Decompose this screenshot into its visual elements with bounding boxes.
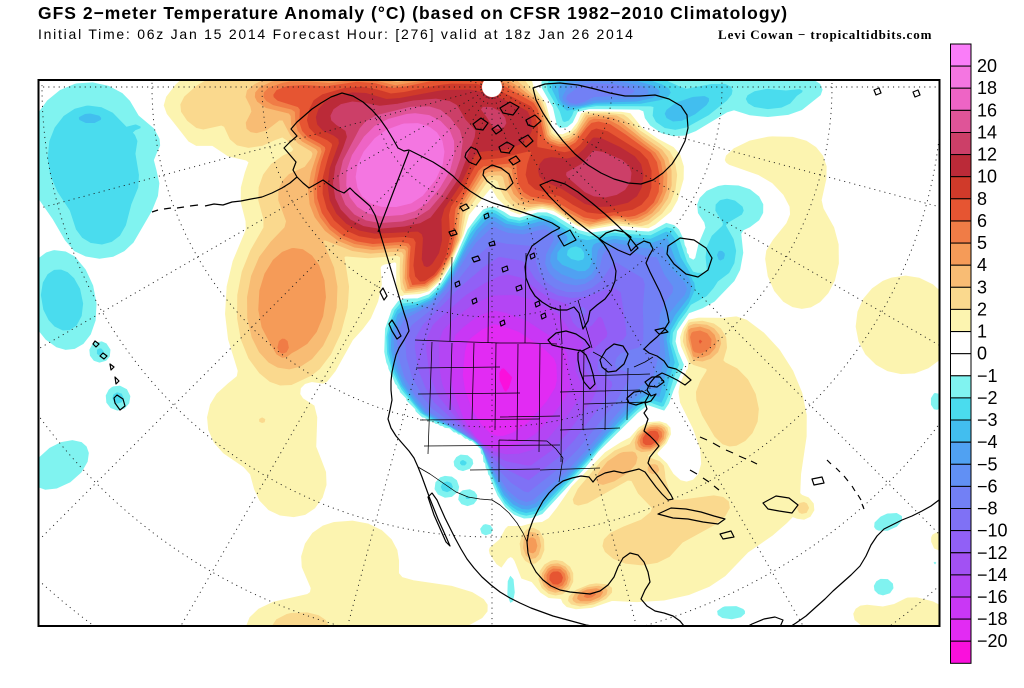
svg-text:3: 3 [977, 277, 987, 297]
svg-text:0: 0 [977, 344, 987, 364]
svg-text:−4: −4 [977, 432, 998, 452]
svg-text:12: 12 [977, 145, 997, 165]
svg-text:−2: −2 [977, 388, 998, 408]
svg-text:4: 4 [977, 255, 987, 275]
svg-text:2: 2 [977, 299, 987, 319]
svg-text:−1: −1 [977, 366, 998, 386]
svg-text:8: 8 [977, 189, 987, 209]
svg-text:1: 1 [977, 322, 987, 342]
svg-text:16: 16 [977, 100, 997, 120]
svg-text:5: 5 [977, 233, 987, 253]
svg-text:10: 10 [977, 167, 997, 187]
svg-text:−16: −16 [977, 587, 1008, 607]
svg-text:6: 6 [977, 211, 987, 231]
svg-text:20: 20 [977, 56, 997, 76]
svg-text:14: 14 [977, 123, 997, 143]
svg-text:−5: −5 [977, 454, 998, 474]
svg-text:−10: −10 [977, 521, 1008, 541]
svg-text:−6: −6 [977, 476, 998, 496]
svg-text:−12: −12 [977, 543, 1008, 563]
svg-text:−3: −3 [977, 410, 998, 430]
svg-text:−8: −8 [977, 499, 998, 519]
svg-text:−20: −20 [977, 631, 1008, 651]
svg-text:−14: −14 [977, 565, 1008, 585]
svg-text:−18: −18 [977, 609, 1008, 629]
svg-text:18: 18 [977, 78, 997, 98]
